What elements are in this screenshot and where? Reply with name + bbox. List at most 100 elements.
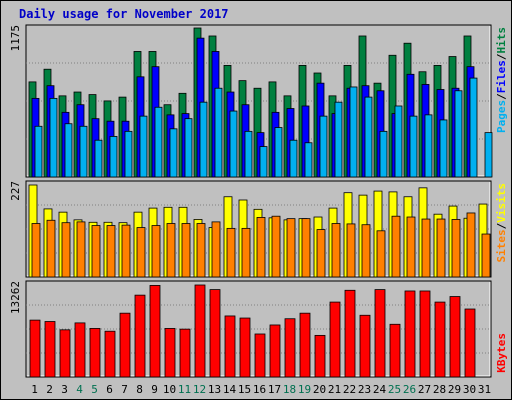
sites-bar	[481, 233, 491, 278]
y-max-label: 227	[9, 181, 22, 201]
pages-bar	[304, 142, 313, 178]
legend-files: Files	[495, 60, 508, 93]
kbytes-bar	[314, 334, 326, 378]
sites-bar	[91, 225, 101, 278]
kbytes-bar	[44, 321, 56, 378]
sites-bar	[151, 225, 161, 278]
sites-bar	[451, 219, 461, 278]
x-tick-label: 5	[91, 383, 98, 396]
legend-hits: Hits	[495, 27, 508, 54]
x-tick-label: 29	[448, 383, 461, 396]
kbytes-bar	[29, 319, 41, 378]
x-tick-label: 22	[343, 383, 356, 396]
kbytes-bar	[389, 323, 401, 378]
sites-bar	[181, 223, 191, 278]
pages-bar	[484, 132, 493, 178]
kbytes-bar	[284, 318, 296, 378]
kbytes-bar	[419, 290, 431, 378]
pages-bar	[259, 146, 268, 178]
x-tick-label: 26	[403, 383, 416, 396]
x-tick-label: 14	[223, 383, 237, 396]
x-tick-label: 31	[478, 383, 491, 396]
legend-sep: /	[495, 222, 508, 229]
legend-visits-sites: Sites/Visits	[495, 183, 508, 263]
pages-bar	[154, 106, 163, 178]
kbytes-bar	[239, 317, 251, 378]
sites-bar	[316, 229, 326, 278]
y-max-label: 1175	[9, 25, 22, 52]
pages-bar	[64, 123, 73, 178]
pages-bar	[289, 139, 298, 178]
pages-bar	[319, 115, 328, 178]
sites-bar	[211, 221, 221, 278]
kbytes-bar	[464, 308, 476, 378]
pages-bar	[214, 87, 223, 178]
sites-bar	[166, 223, 176, 278]
sites-bar	[196, 223, 206, 278]
x-tick-label: 10	[163, 383, 176, 396]
sites-bar	[61, 222, 71, 278]
pages-bar	[139, 115, 148, 178]
pages-bar	[244, 130, 253, 178]
sites-bar	[376, 230, 386, 278]
legend-visits: Visits	[495, 183, 508, 223]
x-tick-label: 8	[136, 383, 143, 396]
sites-bar	[466, 212, 476, 278]
pages-bar	[364, 96, 373, 178]
pages-bar	[109, 136, 118, 178]
x-tick-label: 20	[313, 383, 326, 396]
x-tick-label: 7	[121, 383, 128, 396]
pages-bar	[334, 101, 343, 178]
pages-bar	[124, 130, 133, 178]
sites-bar	[406, 216, 416, 278]
kbytes-bar	[104, 330, 116, 378]
pages-bar	[379, 130, 388, 178]
x-tick-label: 3	[61, 383, 68, 396]
sites-bar	[436, 218, 446, 278]
legend-pages: Pages	[495, 100, 508, 133]
sites-bar	[106, 225, 116, 278]
pages-bar	[169, 128, 178, 178]
x-tick-label: 15	[238, 383, 251, 396]
pages-bar	[199, 101, 208, 178]
sites-bar	[76, 221, 86, 278]
sites-bar	[256, 217, 266, 278]
legend-sep: /	[495, 93, 508, 100]
sites-bar	[271, 215, 281, 278]
kbytes-bar	[404, 290, 416, 378]
kbytes-bar	[374, 289, 386, 378]
kbytes-bar	[134, 294, 146, 378]
pages-bar	[274, 127, 283, 178]
kbytes-bar	[329, 301, 341, 378]
pages-bar	[79, 125, 88, 178]
sites-bar	[421, 218, 431, 278]
x-tick-label: 2	[46, 383, 53, 396]
pages-bar	[424, 114, 433, 178]
kbytes-bar	[209, 289, 221, 378]
sites-bar	[331, 223, 341, 278]
x-tick-label: 4	[76, 383, 83, 396]
x-tick-label: 11	[178, 383, 191, 396]
x-tick-label: 1	[31, 383, 38, 396]
legend-hits-files-pages: Pages/Files/Hits	[495, 27, 508, 133]
sites-bar	[121, 224, 131, 278]
sites-bar	[301, 218, 311, 278]
kbytes-bar	[434, 301, 446, 378]
kbytes-bar	[179, 328, 191, 378]
pages-bar	[49, 97, 58, 178]
kbytes-bar	[74, 322, 86, 378]
sites-bar	[391, 215, 401, 278]
kbytes-bar	[449, 296, 461, 378]
sites-bar	[31, 223, 41, 278]
pages-bar	[184, 118, 193, 178]
y-max-label: 13262	[9, 281, 22, 314]
x-tick-label: 13	[208, 383, 221, 396]
pages-bar	[409, 115, 418, 178]
x-tick-label: 28	[433, 383, 446, 396]
kbytes-bar	[359, 314, 371, 378]
sites-bar	[226, 227, 236, 278]
legend-sep: /	[495, 53, 508, 60]
kbytes-bar	[89, 328, 101, 378]
sites-bar	[241, 227, 251, 278]
